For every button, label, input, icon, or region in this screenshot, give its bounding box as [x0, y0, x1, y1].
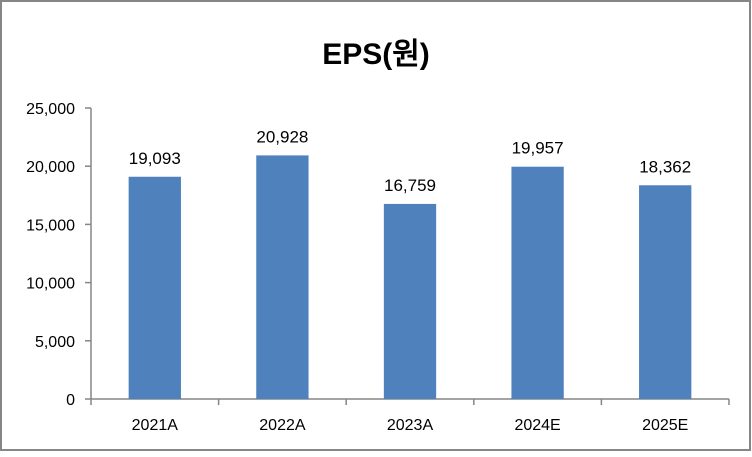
y-tick-label: 0 [66, 392, 75, 409]
x-tick-label: 2021A [132, 417, 179, 434]
y-tick-label: 10,000 [26, 276, 75, 293]
x-tick-label: 2022A [259, 417, 306, 434]
bar [128, 176, 181, 399]
bar [383, 203, 437, 399]
x-tick-label: 2025E [642, 417, 688, 434]
bar [256, 155, 309, 399]
data-labels: 19,093 20,928 16,759 19,957 18,362 [129, 127, 691, 195]
data-label: 19,957 [512, 139, 564, 158]
y-tick-label: 5,000 [35, 334, 75, 351]
data-label: 20,928 [256, 127, 308, 146]
x-tick-label: 2024E [514, 417, 560, 434]
x-axis: 2021A 2022A 2023A 2024E 2025E [90, 398, 730, 434]
chart-title: EPS(원) [322, 38, 430, 71]
y-tick-label: 20,000 [26, 159, 75, 176]
bars [128, 155, 692, 399]
y-tick-label: 15,000 [26, 217, 75, 234]
bar [639, 185, 692, 399]
y-axis: 0 5,000 10,000 15,000 20,000 25,000 [26, 101, 92, 409]
data-label: 18,362 [639, 157, 691, 176]
bar [511, 166, 564, 399]
x-tick-label: 2023A [387, 417, 434, 434]
data-label: 19,093 [129, 149, 181, 168]
y-tick-label: 25,000 [26, 101, 75, 118]
data-label: 16,759 [384, 176, 436, 195]
